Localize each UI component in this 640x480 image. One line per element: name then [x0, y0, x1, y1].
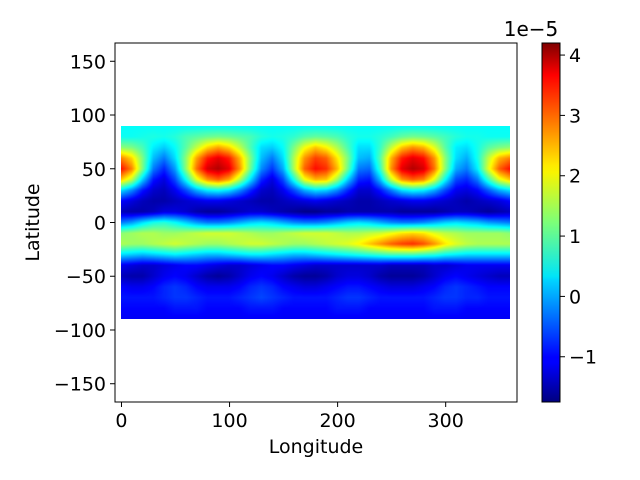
colorbar-tick-label: 4	[569, 45, 581, 67]
colorbar	[541, 42, 561, 403]
colorbar-offset-label: 1e−5	[504, 17, 559, 41]
x-tick-label: 100	[211, 410, 247, 432]
x-tick-label: 300	[428, 410, 464, 432]
colorbar-tick-label: 0	[569, 286, 581, 308]
colorbar-tick-label: 1	[569, 226, 581, 248]
x-tick-label: 200	[319, 410, 355, 432]
x-tick-label: 0	[115, 410, 127, 432]
x-axis-label: Longitude	[269, 436, 364, 458]
colorbar-tick-label: −1	[569, 347, 597, 369]
y-axis-label: Latitude	[22, 183, 44, 261]
y-tick-label: 100	[70, 105, 106, 127]
y-tick-label: −150	[54, 374, 106, 396]
y-tick-label: 50	[82, 159, 106, 181]
colorbar-tick-label: 3	[569, 105, 581, 127]
x-axis-ticks: 0 100 200 300	[115, 402, 464, 432]
y-tick-label: 0	[94, 213, 106, 235]
y-tick-label: −50	[66, 266, 106, 288]
heatmap-canvas	[121, 126, 510, 319]
colorbar-tick-label: 2	[569, 166, 581, 188]
heatmap-field	[121, 126, 510, 319]
y-tick-label: −100	[54, 320, 106, 342]
colorbar-ticks: −1 0 1 2 3 4	[560, 45, 597, 369]
y-tick-label: 150	[70, 51, 106, 73]
y-axis-ticks: 150 100 50 0 −50 −100 −150	[54, 51, 115, 396]
